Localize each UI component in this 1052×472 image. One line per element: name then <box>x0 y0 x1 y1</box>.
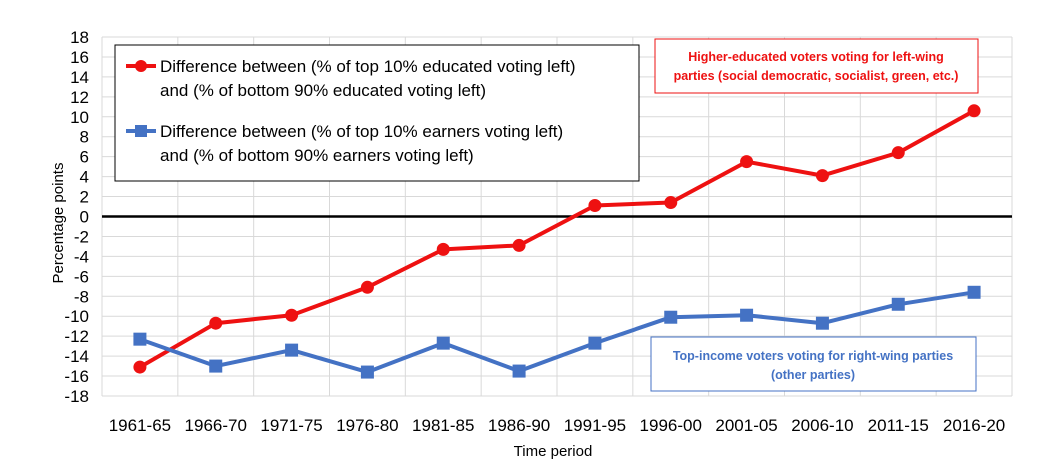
data-point <box>285 343 299 357</box>
x-tick-label: 1991-95 <box>564 416 626 435</box>
data-point <box>588 199 602 213</box>
data-point <box>133 360 147 374</box>
data-point <box>815 169 829 183</box>
y-tick-label: -10 <box>64 307 89 326</box>
legend-label-educated-line1: Difference between (% of top 10% educate… <box>160 57 576 76</box>
y-tick-label: -6 <box>74 267 89 286</box>
x-tick-label: 1981-85 <box>412 416 474 435</box>
data-point <box>360 365 374 379</box>
data-point <box>512 364 526 378</box>
annotation-left-wing-box <box>654 38 979 94</box>
x-tick-label: 1996-00 <box>640 416 702 435</box>
data-point <box>664 196 678 210</box>
x-tick-label: 2001-05 <box>715 416 777 435</box>
y-tick-label: 2 <box>80 188 89 207</box>
x-tick-label: 1986-90 <box>488 416 550 435</box>
legend-label-earners-line2: and (% of bottom 90% earners voting left… <box>160 146 474 165</box>
y-tick-label: 8 <box>80 128 89 147</box>
annotation-right-wing-box <box>650 336 977 392</box>
data-point <box>664 310 678 324</box>
data-point <box>967 285 981 299</box>
y-tick-label: 12 <box>70 88 89 107</box>
x-tick-label: 2006-10 <box>791 416 853 435</box>
data-point <box>967 104 981 118</box>
legend-marker-earners <box>135 125 147 137</box>
y-tick-label: -2 <box>74 227 89 246</box>
x-tick-label: 1966-70 <box>185 416 247 435</box>
legend: Difference between (% of top 10% educate… <box>114 44 640 182</box>
data-point <box>891 297 905 311</box>
legend-box <box>114 44 640 182</box>
y-tick-label: 14 <box>70 68 89 87</box>
annotation-right-wing-line2: (other parties) <box>771 368 855 382</box>
y-tick-label: 10 <box>70 108 89 127</box>
series-line-0 <box>138 109 976 369</box>
y-tick-label: -4 <box>74 247 89 266</box>
legend-marker-educated <box>135 60 147 72</box>
annotation-left-wing-line1: Higher-educated voters voting for left-w… <box>688 50 944 64</box>
data-point <box>815 316 829 330</box>
x-axis-label: Time period <box>514 443 593 460</box>
x-tick-label: 1961-65 <box>109 416 171 435</box>
annotation-left-wing-line2: parties (social democratic, socialist, g… <box>674 69 959 83</box>
legend-label-educated-line2: and (% of bottom 90% educated voting lef… <box>160 81 486 100</box>
x-tick-labels: 1961-65 1966-70 1971-75 1976-80 1981-85 1986-… <box>109 416 1006 435</box>
data-point <box>436 242 450 256</box>
y-tick-label: 18 <box>70 28 89 47</box>
y-tick-label: 0 <box>80 208 89 227</box>
data-point <box>209 316 223 330</box>
x-tick-label: 2011-15 <box>868 416 929 435</box>
y-tick-label: -18 <box>64 387 89 406</box>
data-point <box>133 332 147 346</box>
x-tick-label: 2016-20 <box>943 416 1005 435</box>
y-tick-label: -12 <box>64 327 89 346</box>
series-group <box>133 104 981 379</box>
x-tick-label: 1971-75 <box>260 416 322 435</box>
data-point <box>285 308 299 322</box>
annotation-left-wing: Higher-educated voters voting for left-w… <box>654 38 979 94</box>
x-tick-label: 1976-80 <box>336 416 398 435</box>
data-point <box>209 359 223 373</box>
annotation-right-wing: Top-income voters voting for right-wing … <box>650 336 977 392</box>
y-tick-label: -16 <box>64 367 89 386</box>
y-tick-label: 6 <box>80 148 89 167</box>
annotation-right-wing-line1: Top-income voters voting for right-wing … <box>673 349 953 363</box>
data-point <box>512 238 526 252</box>
y-tick-label: -8 <box>74 287 89 306</box>
y-tick-label: 16 <box>70 48 89 67</box>
y-axis-label: Percentage points <box>50 163 67 284</box>
legend-label-earners-line1: Difference between (% of top 10% earners… <box>160 122 563 141</box>
y-tick-label: 4 <box>80 168 89 187</box>
legend-entry-educated: Difference between (% of top 10% educate… <box>126 57 576 100</box>
data-point <box>740 155 754 169</box>
legend-entry-earners: Difference between (% of top 10% earners… <box>126 122 563 165</box>
data-point <box>588 336 602 350</box>
data-point <box>360 280 374 294</box>
y-tick-label: -14 <box>64 347 89 366</box>
data-point <box>740 308 754 322</box>
series-line-1 <box>139 290 975 375</box>
data-point <box>891 146 905 160</box>
data-point <box>436 336 450 350</box>
